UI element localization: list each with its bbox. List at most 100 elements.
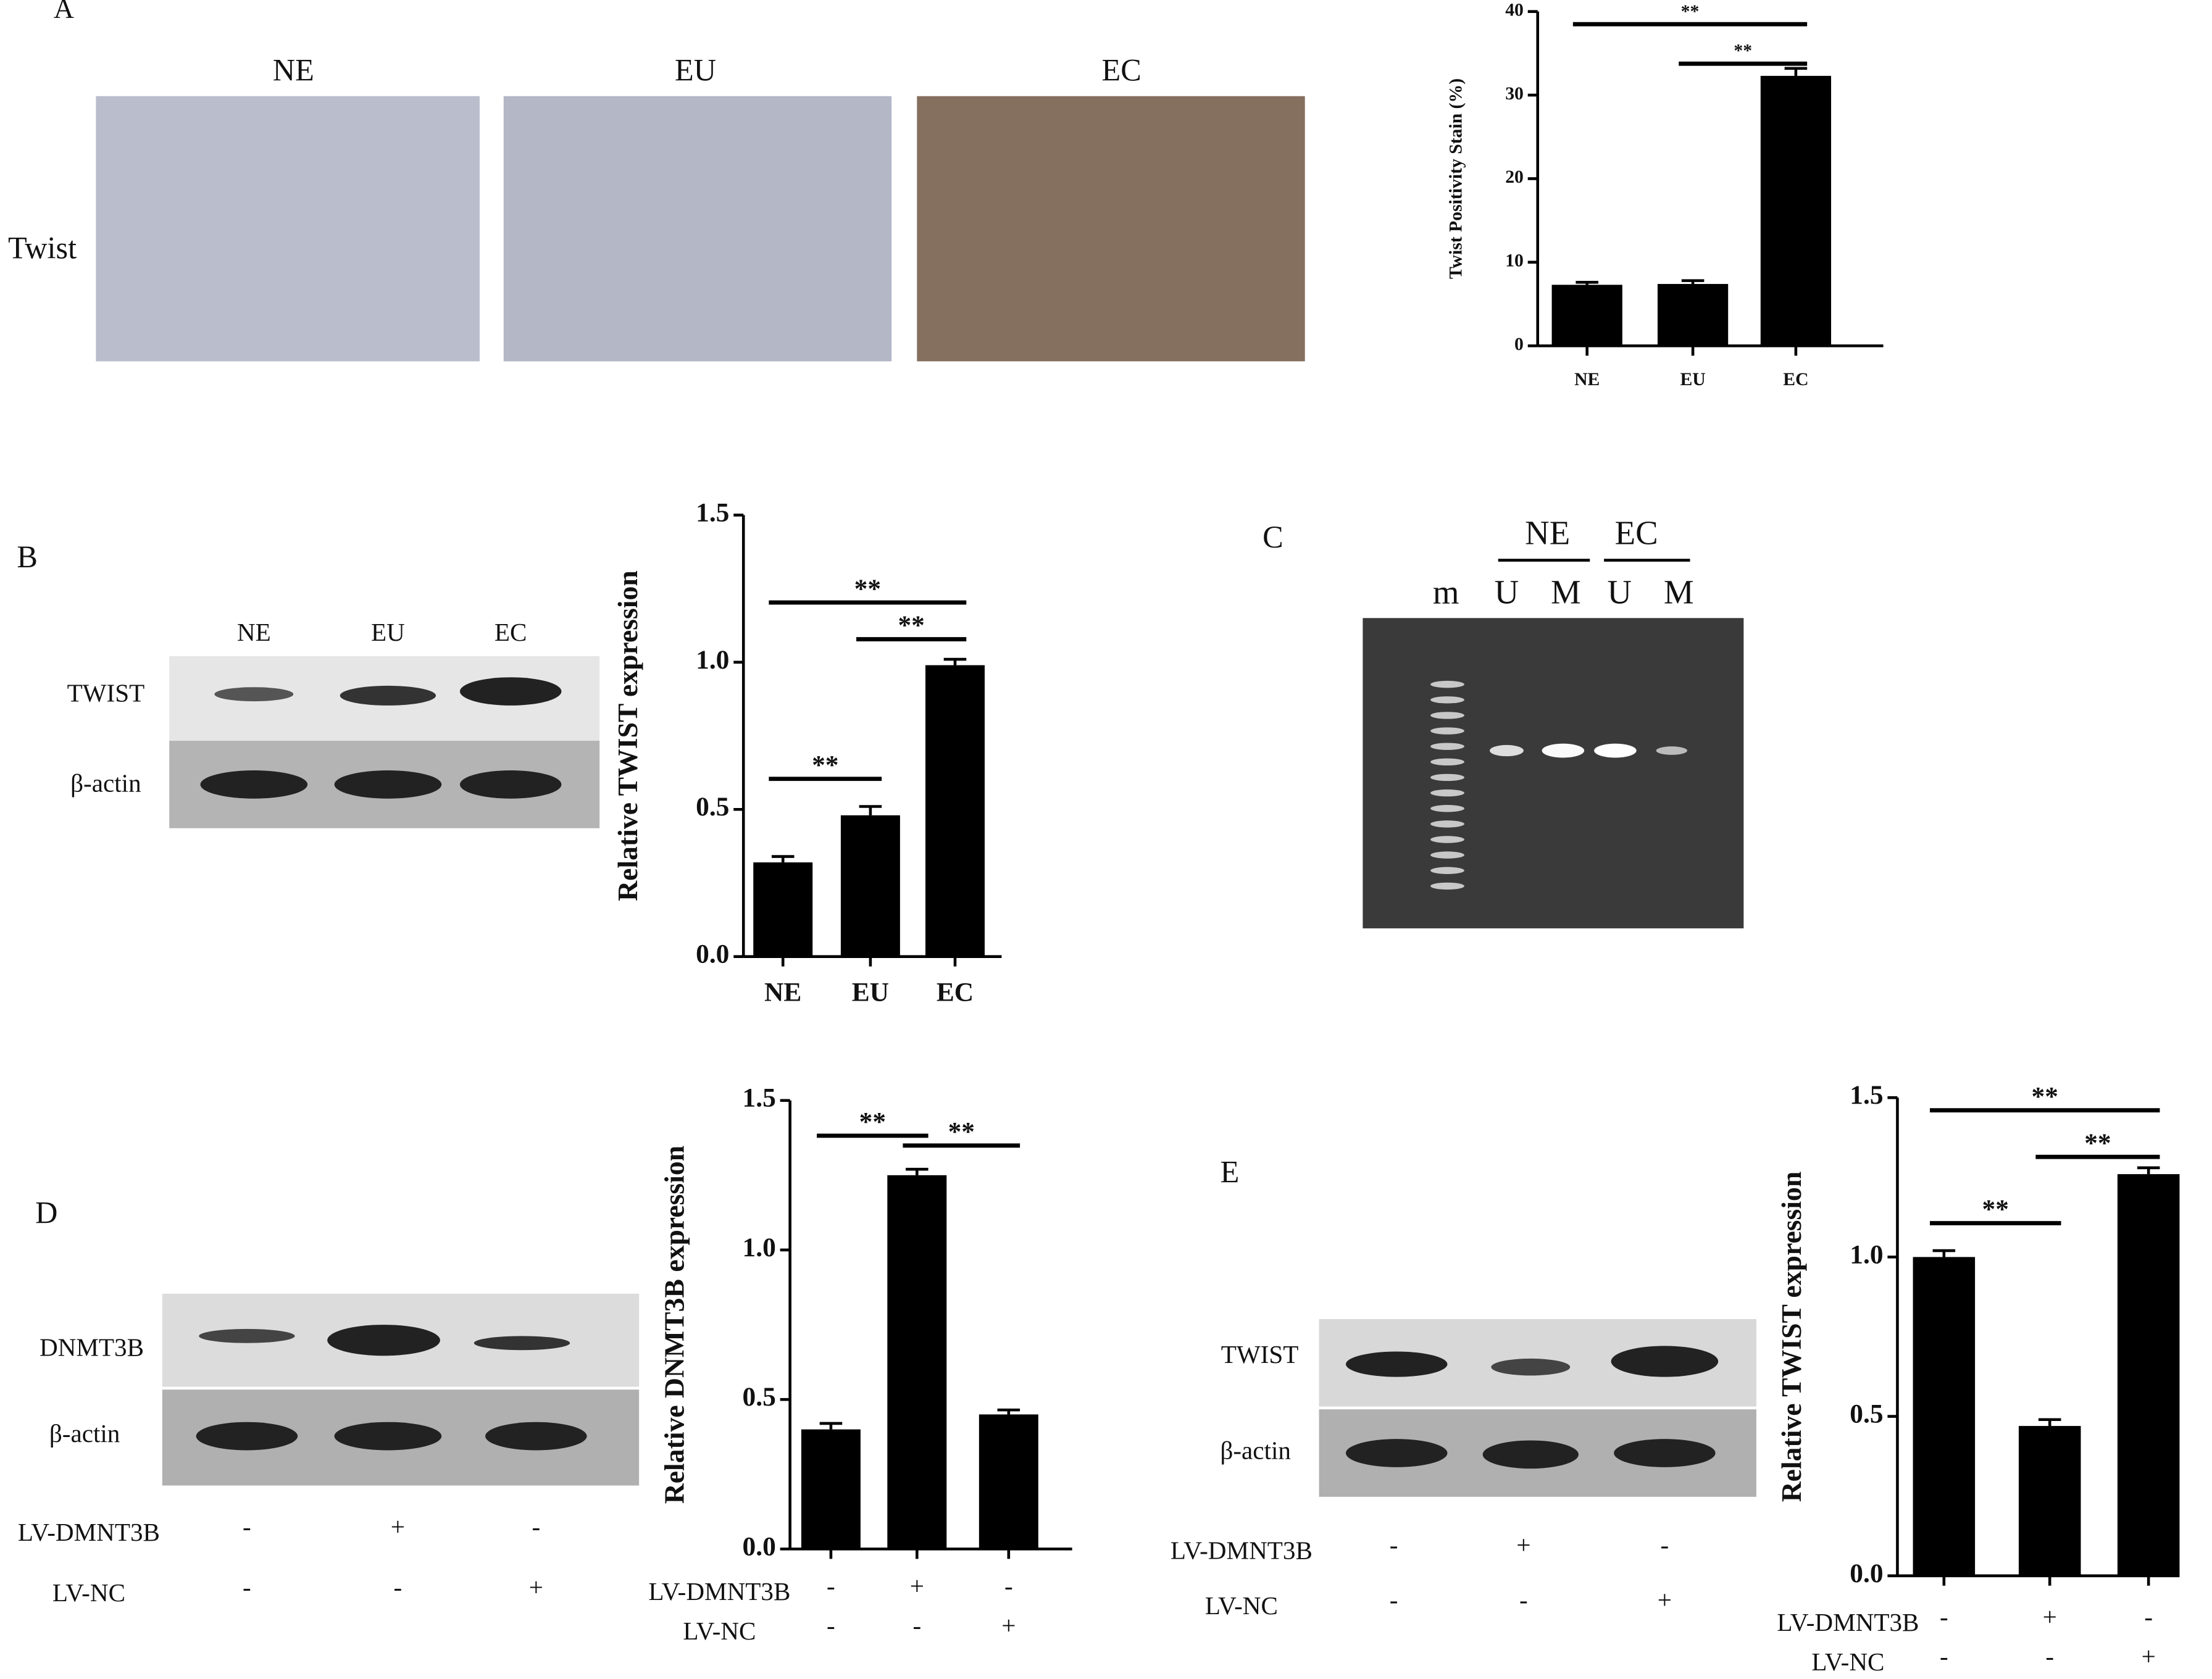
significance-label: ** [859, 1107, 886, 1137]
band [1430, 789, 1464, 797]
condition-sign: - [532, 1512, 540, 1541]
error-bar [1576, 281, 1598, 285]
panel-label: A [54, 0, 74, 24]
x-tick-label: EC [937, 977, 974, 1007]
bar [887, 1175, 947, 1549]
band [340, 685, 436, 706]
group-label: EC [1615, 514, 1658, 551]
band [1656, 746, 1687, 755]
error-bar [819, 1422, 843, 1430]
condition-label: LV-DMNT3B [1777, 1608, 1919, 1636]
bar [1913, 1257, 1976, 1576]
significance-label: ** [1982, 1194, 2009, 1224]
band [1490, 744, 1524, 757]
y-tick-label: 0.0 [743, 1531, 776, 1561]
condition-sign: - [243, 1512, 251, 1541]
bar [2018, 1426, 2081, 1576]
condition-sign: - [912, 1611, 921, 1639]
error-bar [906, 1167, 929, 1175]
error-bar [1681, 279, 1705, 285]
lane-label: M [1664, 573, 1694, 610]
band [485, 1422, 587, 1451]
y-tick-label: 0.5 [696, 792, 729, 822]
panel-label: C [1263, 520, 1283, 554]
band [1430, 836, 1464, 843]
error-bar [771, 855, 795, 863]
condition-sign: + [2043, 1602, 2057, 1631]
band [1430, 712, 1464, 719]
group-label: NE [1525, 514, 1570, 551]
bar [2117, 1174, 2180, 1576]
y-tick-label: 30 [1505, 84, 1524, 104]
band [214, 687, 294, 702]
y-axis-label: Relative TWIST expression [1776, 1172, 1807, 1502]
band [1430, 696, 1464, 704]
row-label: β-actin [49, 1419, 120, 1448]
ihc-image [96, 96, 480, 362]
condition-sign: + [1516, 1531, 1530, 1559]
bar [1551, 285, 1622, 346]
y-axis-label: Relative DNMT3B expression [658, 1146, 690, 1504]
y-tick-label: 0 [1514, 335, 1524, 354]
condition-sign: - [2144, 1602, 2153, 1631]
condition-sign: + [2142, 1642, 2156, 1670]
condition-label: LV-DMNT3B [1171, 1536, 1313, 1565]
significance-label: ** [948, 1117, 975, 1147]
row-label: DNMT3B [40, 1333, 144, 1362]
band [1491, 1358, 1571, 1376]
condition-sign: - [827, 1611, 835, 1639]
band [459, 770, 562, 799]
condition-label: LV-DMNT3B [18, 1518, 160, 1546]
lane-label: M [1551, 573, 1581, 610]
bar [925, 665, 985, 957]
error-bar [1784, 67, 1808, 76]
error-bar [1932, 1249, 1956, 1257]
x-tick-label: EU [1680, 370, 1705, 390]
band [1611, 1346, 1719, 1377]
band [1482, 1440, 1579, 1469]
band [1430, 851, 1464, 859]
condition-sign: - [243, 1573, 251, 1601]
panel-label: B [17, 540, 38, 574]
condition-sign: - [1004, 1572, 1013, 1600]
y-tick-label: 1.0 [696, 645, 729, 675]
band [1430, 805, 1464, 812]
significance-label: ** [2032, 1081, 2058, 1111]
y-tick-label: 10 [1505, 251, 1524, 271]
band [327, 1325, 440, 1356]
column-label: EC [495, 618, 527, 646]
condition-label: LV-NC [683, 1617, 756, 1645]
panel-label: D [35, 1196, 57, 1230]
band [1430, 820, 1464, 828]
condition-label: LV-NC [52, 1578, 125, 1607]
bands [196, 677, 1719, 1469]
bar [840, 815, 900, 957]
lane-label: U [1495, 573, 1519, 610]
error-bar [2038, 1418, 2061, 1427]
gel-image [1363, 618, 1744, 928]
x-tick-label: EU [852, 977, 889, 1007]
column-label: NE [273, 53, 314, 88]
band [1430, 727, 1464, 735]
bar [979, 1414, 1038, 1549]
band [1345, 1439, 1448, 1467]
x-tick-label: EC [1783, 370, 1808, 390]
band [334, 770, 442, 799]
bar [801, 1429, 861, 1549]
y-tick-label: 0.5 [743, 1382, 776, 1412]
band [1614, 1439, 1716, 1467]
significance-label: ** [898, 610, 924, 640]
error-bar [943, 657, 967, 665]
condition-sign: - [2045, 1642, 2054, 1670]
condition-label: LV-DMNT3B [648, 1577, 790, 1606]
condition-label: LV-NC [1811, 1648, 1884, 1676]
condition-sign: - [1940, 1642, 1948, 1670]
significance-label: ** [1681, 2, 1700, 22]
condition-sign: - [827, 1572, 835, 1600]
column-label: EU [675, 53, 716, 88]
y-tick-label: 1.0 [743, 1233, 776, 1262]
significance-label: ** [854, 574, 881, 604]
y-tick-label: 0.5 [1850, 1399, 1883, 1429]
lane-label: U [1607, 573, 1632, 610]
significance-label: ** [1734, 41, 1752, 61]
